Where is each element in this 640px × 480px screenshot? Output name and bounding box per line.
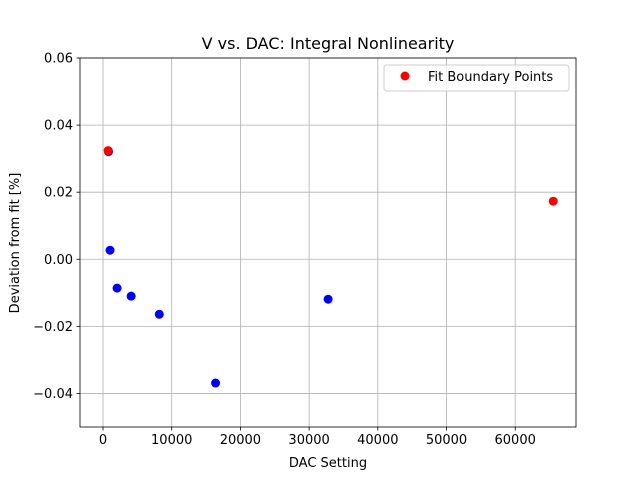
data-point xyxy=(211,378,221,388)
y-tick-label: −0.02 xyxy=(33,320,73,335)
x-tick-label: 30000 xyxy=(288,433,329,448)
x-tick-label: 60000 xyxy=(495,433,536,448)
legend-marker xyxy=(400,71,410,81)
grid xyxy=(80,57,576,427)
y-tick-label: −0.04 xyxy=(33,387,73,402)
data-point xyxy=(103,146,113,156)
x-axis-label: DAC Setting xyxy=(289,456,367,471)
y-tick-label: 0.04 xyxy=(44,119,73,134)
x-tick-label: 10000 xyxy=(151,433,192,448)
ticks: 0 10000 20000 30000 40000 50000 60000 −0.04 −0.0… xyxy=(33,52,536,449)
data-point xyxy=(112,283,122,293)
data-point xyxy=(126,291,136,301)
x-tick-label: 40000 xyxy=(357,433,398,448)
legend-box xyxy=(383,64,570,92)
x-tick-label: 0 xyxy=(99,433,107,448)
x-tick-label: 20000 xyxy=(220,433,261,448)
axes-frame xyxy=(79,57,577,428)
x-tick-label: 50000 xyxy=(426,433,467,448)
chart-title: V vs. DAC: Integral Nonlinearity xyxy=(202,34,455,53)
y-axis-label: Deviation from fit [%] xyxy=(8,173,23,314)
legend-label: Fit Boundary Points xyxy=(428,70,553,85)
y-tick-label: 0.00 xyxy=(44,253,73,268)
data-point xyxy=(105,245,115,255)
y-tick-label: 0.02 xyxy=(44,186,73,201)
data-point xyxy=(548,196,558,206)
points xyxy=(103,146,558,388)
y-tick-label: 0.06 xyxy=(44,52,73,67)
data-point xyxy=(323,294,333,304)
legend: Fit Boundary Points xyxy=(383,64,570,92)
data-point xyxy=(154,309,164,319)
